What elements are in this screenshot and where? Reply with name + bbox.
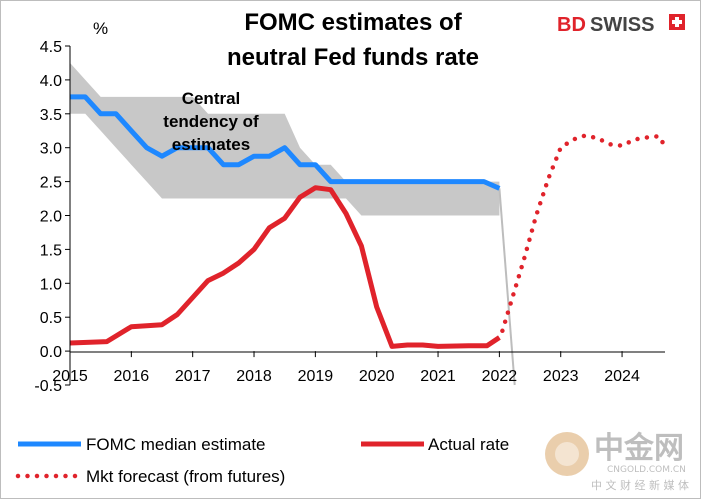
x-tick-label: 2017 (175, 368, 211, 385)
drop-line (498, 188, 516, 386)
legend-label-forecast: Mkt forecast (from futures) (86, 467, 285, 486)
legend-label-fomc: FOMC median estimate (86, 435, 266, 454)
y-tick-label: 1.0 (40, 276, 62, 293)
watermark: 中金网 CNGOLD.COM.CN 中 文 财 经 新 媒 体 (545, 431, 689, 492)
central-tendency-band-layer (70, 62, 500, 216)
brand-logo: BD SWISS (557, 14, 685, 36)
central-tendency-band (70, 62, 500, 216)
series-line-fomc-median-estimate (70, 94, 501, 191)
series-line-mkt-forecast-from-futures (500, 133, 668, 334)
watermark-main-text: 中金网 (594, 431, 684, 466)
x-tick-label: 2018 (236, 368, 272, 385)
x-tick-label: 2024 (604, 368, 640, 385)
x-tick-label: 2016 (114, 368, 150, 385)
y-tick-label: 0.5 (40, 310, 62, 327)
y-tick-label: 4.5 (40, 39, 62, 56)
y-tick-label: 4.0 (40, 73, 62, 90)
y-tick-label: 0.0 (40, 344, 62, 361)
x-tick-label: 2022 (482, 368, 518, 385)
brand-text-swiss: SWISS (590, 14, 654, 36)
y-tick-label: -0.5 (34, 378, 62, 395)
watermark-logo-inner (555, 442, 579, 466)
chart-title-line-2: neutral Fed funds rate (227, 44, 479, 71)
watermark-sub-text-2: 中 文 财 经 新 媒 体 (591, 478, 689, 492)
y-axis-unit: % (93, 19, 108, 38)
legend: FOMC median estimate Actual rate Mkt for… (15, 435, 509, 486)
series-line-actual-rate (69, 185, 501, 349)
x-tick-label: 2023 (543, 368, 579, 385)
y-tick-label: 3.5 (40, 107, 62, 124)
watermark-sub-text: CNGOLD.COM.CN (607, 465, 686, 475)
y-tick-label: 2.5 (40, 175, 62, 192)
brand-text-bd: BD (557, 14, 586, 36)
x-tick-label: 2019 (298, 368, 334, 385)
chart-title-line-1: FOMC estimates of (244, 9, 462, 36)
annotation-line-1: Central (182, 89, 241, 108)
annotation-line-3: estimates (172, 135, 250, 154)
x-tick-label: 2020 (359, 368, 395, 385)
x-tick-label: 2015 (52, 368, 88, 385)
swiss-cross-bar-v (675, 17, 679, 27)
y-tick-label: 1.5 (40, 242, 62, 259)
legend-label-actual: Actual rate (428, 435, 509, 454)
x-tick-label: 2021 (420, 368, 456, 385)
annotation-line-2: tendency of (163, 112, 259, 131)
y-tick-label: 2.0 (40, 209, 62, 226)
y-tick-label: 3.0 (40, 141, 62, 158)
